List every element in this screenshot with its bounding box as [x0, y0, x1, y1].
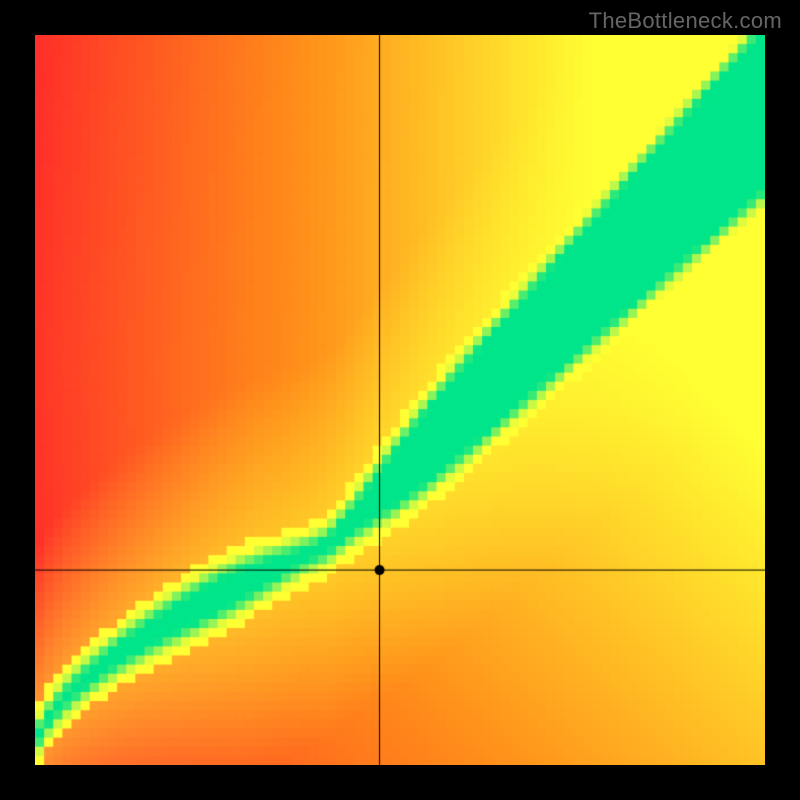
chart-container: TheBottleneck.com: [0, 0, 800, 800]
watermark-text: TheBottleneck.com: [589, 8, 782, 34]
bottleneck-heatmap: [35, 35, 765, 765]
